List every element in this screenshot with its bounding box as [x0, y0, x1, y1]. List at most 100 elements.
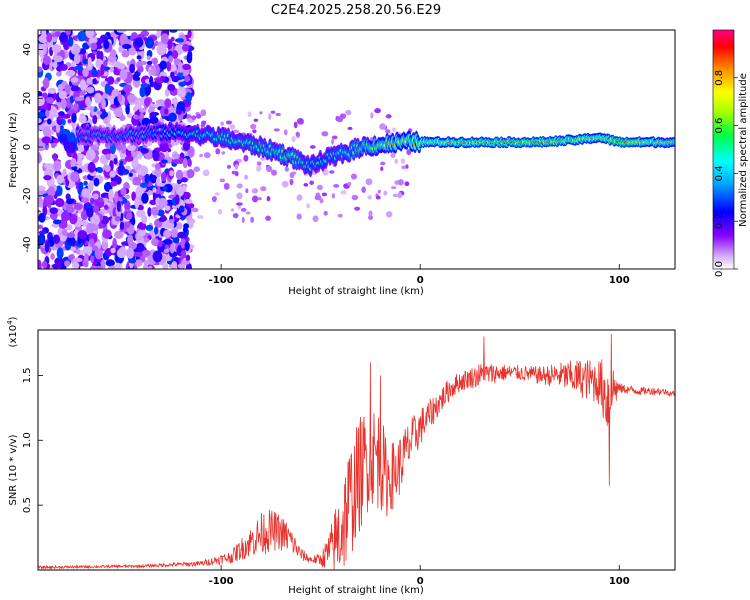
spectrogram-cell — [131, 191, 136, 201]
spectrogram-cell — [42, 42, 47, 55]
spectrogram-cell — [187, 219, 194, 229]
spectrogram-cell — [135, 186, 143, 198]
spectrogram-cell — [398, 179, 404, 186]
spectrogram-cell — [164, 98, 172, 109]
spectrogram-cell — [374, 108, 381, 114]
spectrogram-cell — [166, 60, 172, 72]
snr-y-tick-label: 1.0 — [22, 432, 33, 448]
spectrogram-x-axis: -100 0 100 — [209, 264, 630, 286]
spectrogram-cell — [215, 148, 221, 155]
spectrogram-cell — [42, 77, 50, 89]
spectrogram-cell — [42, 55, 51, 66]
colorbar-tick-label: 0.6 — [714, 118, 725, 134]
spectrogram-cell — [379, 123, 387, 130]
spectrogram-cell — [202, 169, 210, 177]
spectrogram-cell — [101, 148, 112, 155]
spectrogram-cell — [124, 155, 134, 162]
spectrogram-cell — [164, 108, 169, 115]
spectrogram-cell — [177, 85, 186, 98]
spectrogram-cell — [81, 188, 91, 198]
snr-y-tick-label: 0.5 — [22, 497, 33, 513]
spectrogram-cell — [110, 49, 117, 58]
spectrogram-cell — [314, 194, 322, 201]
spectrogram-cell — [220, 121, 224, 126]
spectrogram-cell — [44, 194, 54, 205]
spectrogram-cell — [178, 205, 185, 213]
spectrogram-cell — [136, 55, 142, 60]
spectrogram-cell — [83, 180, 88, 186]
spectrogram-cell — [128, 258, 137, 264]
spectrogram-cell — [51, 223, 59, 228]
spectrogram-cell — [157, 197, 168, 209]
spectrogram-cell — [54, 31, 61, 37]
spectrogram-cell — [116, 248, 127, 259]
spectrogram-cell — [159, 75, 166, 82]
snr-x-tick-label: 100 — [609, 576, 630, 587]
spectrogram-cell — [55, 198, 65, 208]
spectrogram-cell — [58, 90, 67, 100]
spectrogram-cell — [252, 129, 257, 134]
spectrogram-frame — [37, 29, 676, 270]
spectrogram-cell — [38, 259, 42, 269]
spectrogram-cell — [146, 55, 151, 61]
spectrogram-cell — [333, 184, 340, 188]
spectrogram-cell — [295, 131, 300, 137]
spectrogram-cell — [162, 239, 173, 245]
spectrogram-cell — [159, 142, 169, 153]
spectrogram-cell — [125, 103, 130, 115]
spectrogram-cell — [225, 120, 233, 125]
spectrogram-x-tick-label: -100 — [209, 275, 234, 286]
spectrogram-cell — [385, 114, 392, 119]
spectrogram-cell — [64, 260, 71, 267]
spectrogram-cell — [296, 194, 303, 201]
spectrogram-cell — [281, 180, 289, 188]
spectrogram-cell — [306, 203, 310, 209]
spectrogram-cell — [126, 144, 136, 152]
spectrogram-cell — [397, 192, 403, 199]
spectrogram-cell — [380, 166, 384, 171]
spectrogram-cell — [46, 118, 52, 125]
spectrogram-cell — [149, 116, 159, 125]
spectrogram-cell — [147, 265, 153, 269]
spectrogram-cell — [50, 253, 55, 260]
spectrogram-cell — [117, 93, 123, 103]
spectrogram-cell — [86, 155, 92, 160]
spectrogram-cell — [57, 227, 64, 236]
spectrogram-cell — [49, 207, 58, 214]
spectrogram-cell — [79, 79, 87, 91]
spectrogram-cell — [168, 112, 177, 122]
spectrogram-cell — [123, 221, 131, 229]
spectrogram-cell — [107, 95, 113, 101]
spectrogram-cell — [171, 159, 182, 164]
spectrogram-x-tick-label: 100 — [609, 275, 630, 286]
spectrogram-cell — [186, 168, 195, 179]
spectrogram-cell — [236, 192, 243, 200]
spectrogram-cell — [53, 55, 63, 63]
spectrogram-cell — [201, 120, 207, 126]
spectrogram-cell — [115, 111, 124, 116]
spectrogram-cell — [312, 215, 319, 223]
spectrogram-cell — [175, 109, 183, 115]
spectrogram-cell — [150, 238, 159, 246]
snr-y-axis: 0.5 1.0 1.5 — [22, 367, 43, 513]
spectrogram-cell — [268, 113, 272, 121]
spectrogram-y-tick-label: 0 — [22, 144, 33, 150]
spectrogram-cell — [114, 215, 121, 222]
spectrogram-cell — [383, 190, 388, 196]
spectrogram-cell — [78, 115, 87, 124]
spectrogram-cell — [93, 177, 100, 187]
spectrogram-cell — [103, 59, 108, 67]
spectrogram-cell — [93, 214, 100, 226]
spectrogram-cell — [178, 81, 186, 87]
spectrogram-cell — [38, 118, 42, 124]
spectrogram-cell — [266, 196, 271, 202]
spectrogram-cell — [289, 178, 294, 186]
spectrogram-cell — [116, 77, 121, 82]
spectrogram-cell — [44, 241, 50, 253]
spectrogram-cell — [87, 56, 92, 68]
spectrogram-cell — [337, 213, 343, 218]
spectrogram-cell — [375, 195, 381, 200]
spectrogram-cell — [259, 111, 263, 115]
spectrogram-cell — [195, 113, 202, 119]
spectrogram-cell — [73, 53, 81, 65]
